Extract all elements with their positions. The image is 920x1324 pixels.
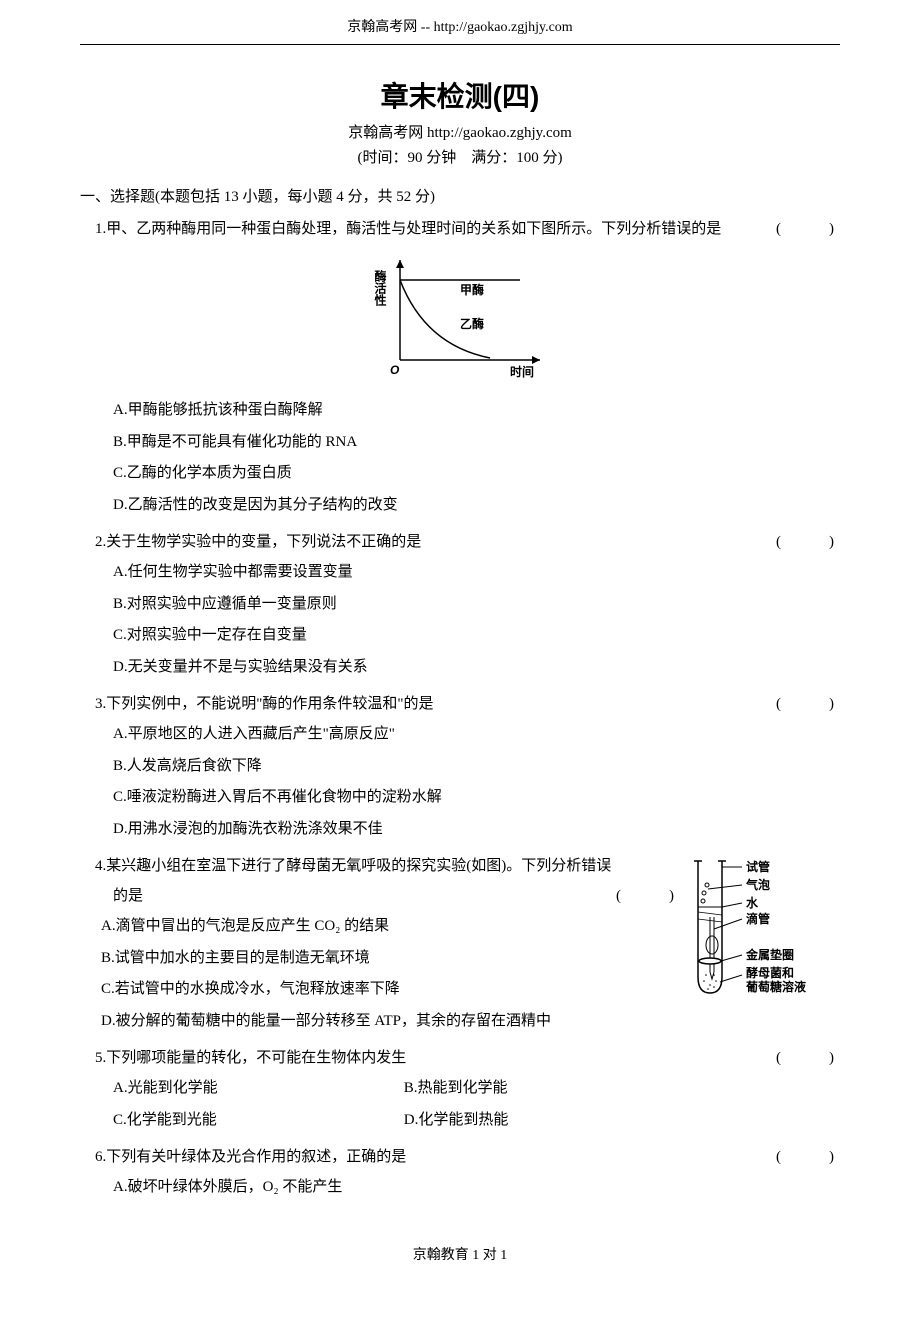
q5-optD: D.化学能到热能 [404,1105,695,1137]
q4-num: 4. [95,858,106,874]
q2-optC: C.对照实验中一定存在自变量 [113,620,840,652]
q4-label-bubble: 气泡 [745,877,770,892]
q1-optD: D.乙酶活性的改变是因为其分子结构的改变 [113,490,840,522]
question-6: 6.下列有关叶绿体及光合作用的叙述，正确的是 ( ) A.破坏叶绿体外膜后，O₂… [80,1142,840,1204]
q6-stem: 下列有关叶绿体及光合作用的叙述，正确的是 [106,1149,406,1165]
q2-optA: A.任何生物学实验中都需要设置变量 [113,557,840,589]
q4-label-dropper: 滴管 [746,911,770,926]
q3-optD: D.用沸水浸泡的加酶洗衣粉洗涤效果不佳 [113,814,840,846]
section-1-heading: 一、选择题(本题包括 13 小题，每小题 4 分，共 52 分) [80,185,840,206]
q4-label-ring: 金属垫圈 [745,947,794,962]
page-footer: 京翰教育 1 对 1 [80,1244,840,1264]
q5-stem: 下列哪项能量的转化，不可能在生物体内发生 [106,1050,406,1066]
q2-blank: ( ) [794,527,840,557]
q4-label-water: 水 [746,895,759,910]
q1-optC: C.乙酶的化学本质为蛋白质 [113,458,840,490]
q1-figure: 酶活性 甲酶 乙酶 O 时间 [80,250,840,391]
q1-xlabel: 时间 [510,364,534,379]
q1-ylabel: 酶活性 [373,269,387,307]
question-3: 3.下列实例中，不能说明"酶的作用条件较温和"的是 ( ) A.平原地区的人进入… [80,689,840,845]
q4-optC: C.若试管中的水换成冷水，气泡释放速率下降 [101,974,680,1006]
question-4: 4.某兴趣小组在室温下进行了酵母菌无氧呼吸的探究实验(如图)。下列分析错误的是 … [80,851,840,1037]
site-header: 京翰高考网 -- http://gaokao.zgjhjy.com [80,0,840,40]
q2-stem: 关于生物学实验中的变量，下列说法不正确的是 [106,534,421,550]
q4-label-yeast1: 酵母菌和 [746,965,794,980]
q6-optA: A.破坏叶绿体外膜后，O₂ 不能产生 [113,1172,840,1204]
q4-blank: ( ) [634,881,680,911]
q3-optC: C.唾液淀粉酶进入胃后不再催化食物中的淀粉水解 [113,782,840,814]
q4-optB: B.试管中加水的主要目的是制造无氧环境 [101,943,680,975]
q1-series-jia: 甲酶 [460,282,484,297]
q4-figure: 试管 气泡 水 滴管 金属垫圈 酵母菌和 葡萄糖溶液 [680,851,840,1018]
q3-stem: 下列实例中，不能说明"酶的作用条件较温和"的是 [106,696,433,712]
q1-origin: O [390,363,400,377]
q5-optB: B.热能到化学能 [404,1073,695,1105]
q4-stem: 某兴趣小组在室温下进行了酵母菌无氧呼吸的探究实验(如图)。下列分析错误的是 [106,858,611,904]
q5-num: 5. [95,1050,106,1066]
question-5: 5.下列哪项能量的转化，不可能在生物体内发生 ( ) A.光能到化学能 B.热能… [80,1043,840,1136]
q5-blank: ( ) [794,1043,840,1073]
page-subtitle: 京翰高考网 http://gaokao.zghjy.com [80,121,840,142]
question-1: 1.甲、乙两种酶用同一种蛋白酶处理，酶活性与处理时间的关系如下图所示。下列分析错… [80,214,840,521]
question-2: 2.关于生物学实验中的变量，下列说法不正确的是 ( ) A.任何生物学实验中都需… [80,527,840,683]
q4-label-tube: 试管 [746,859,770,874]
q3-optA: A.平原地区的人进入西藏后产生"高原反应" [113,719,840,751]
q1-num: 1. [95,221,106,237]
q4-optA: A.滴管中冒出的气泡是反应产生 CO₂ 的结果 [101,911,680,943]
q4-optD: D.被分解的葡萄糖中的能量一部分转移至 ATP，其余的存留在酒精中 [101,1006,680,1038]
timing-line: (时间：90 分钟 满分：100 分) [80,146,840,167]
page-title: 章末检测(四) [80,75,840,115]
q2-num: 2. [95,534,106,550]
q1-optA: A.甲酶能够抵抗该种蛋白酶降解 [113,395,840,427]
q2-optB: B.对照实验中应遵循单一变量原则 [113,589,840,621]
q1-stem: 甲、乙两种酶用同一种蛋白酶处理，酶活性与处理时间的关系如下图所示。下列分析错误的… [106,221,721,237]
q6-num: 6. [95,1149,106,1165]
header-rule [80,44,840,45]
q1-blank: ( ) [794,214,840,244]
q5-optA: A.光能到化学能 [113,1073,404,1105]
q5-optC: C.化学能到光能 [113,1105,404,1137]
q4-label-yeast2: 葡萄糖溶液 [745,979,806,994]
q1-series-yi: 乙酶 [460,316,484,331]
q3-optB: B.人发高烧后食欲下降 [113,751,840,783]
q3-num: 3. [95,696,106,712]
q2-optD: D.无关变量并不是与实验结果没有关系 [113,652,840,684]
q1-optB: B.甲酶是不可能具有催化功能的 RNA [113,427,840,459]
q3-blank: ( ) [794,689,840,719]
q6-blank: ( ) [794,1142,840,1172]
